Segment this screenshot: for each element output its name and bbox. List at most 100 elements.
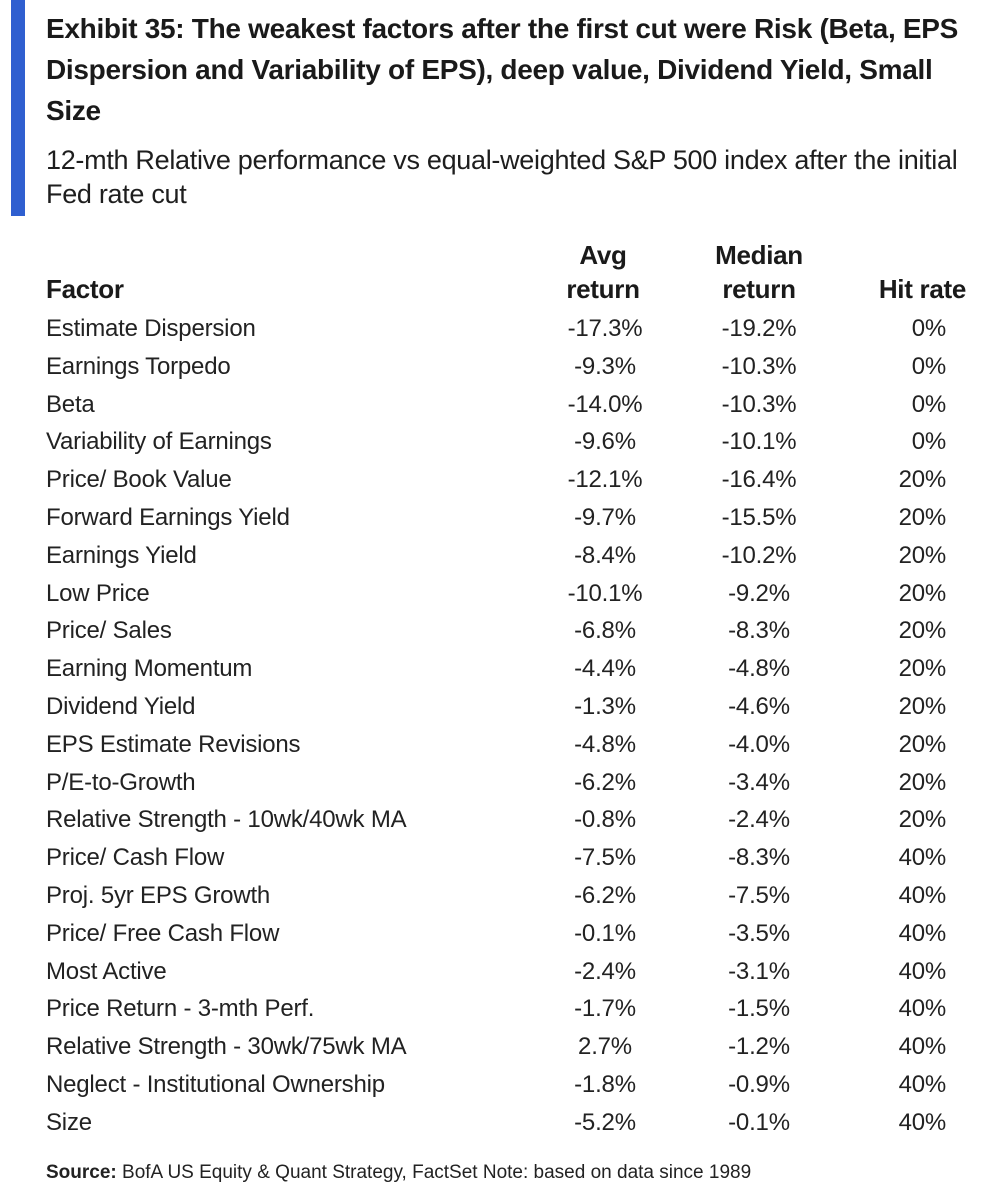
avg-return-value: -1.8% — [574, 1070, 636, 1098]
avg-return-value: -6.2% — [574, 881, 636, 909]
table-row: Beta -14.0% -10.3% 0% — [46, 386, 976, 424]
median-return-value: -10.2% — [721, 541, 797, 569]
median-return-value: -3.1% — [728, 957, 790, 985]
table-body: Estimate Dispersion -17.3% -19.2% 0% Earning… — [46, 310, 976, 1142]
header-factor: Factor — [46, 274, 124, 304]
factor-performance-table: Factor Avg return Median return Hit rate… — [46, 238, 976, 1142]
hit-rate-value: 20% — [898, 617, 947, 645]
avg-return-value: -0.8% — [574, 806, 636, 834]
factor-name: Forward Earnings Yield — [46, 503, 290, 531]
hit-rate-value: 20% — [898, 806, 947, 834]
hit-rate-value: 20% — [898, 503, 947, 531]
hit-rate-value: 20% — [898, 655, 947, 683]
exhibit-accent-bar — [11, 0, 25, 216]
table-row: Estimate Dispersion -17.3% -19.2% 0% — [46, 310, 976, 348]
hit-rate-value: 40% — [898, 995, 947, 1023]
avg-return-value: -9.3% — [574, 352, 636, 380]
avg-return-value: -1.7% — [574, 995, 636, 1023]
header-row: Factor Avg return Median return Hit rate — [46, 238, 976, 310]
median-return-value: -10.1% — [721, 428, 797, 456]
table-header: Factor Avg return Median return Hit rate — [46, 238, 976, 310]
hit-rate-value: 40% — [898, 1033, 947, 1061]
table-row: Relative Strength - 30wk/75wk MA 2.7% -1.2… — [46, 1028, 976, 1066]
source-label: Source: — [46, 1162, 117, 1183]
median-return-value: -4.8% — [728, 655, 790, 683]
hit-rate-value: 0% — [911, 315, 946, 342]
hit-rate-value: 20% — [898, 730, 947, 758]
hit-rate-value: 40% — [898, 1070, 947, 1098]
avg-return-value: -4.4% — [574, 655, 636, 683]
avg-return-value: -1.3% — [574, 692, 636, 720]
factor-name: Relative Strength - 10wk/40wk MA — [46, 806, 407, 834]
median-return-value: -19.2% — [721, 315, 797, 342]
table-row: EPS Estimate Revisions -4.8% -4.0% 20% — [46, 726, 976, 764]
table-row: Price/ Sales -6.8% -8.3% 20% — [46, 612, 976, 650]
median-return-value: -1.2% — [728, 1033, 790, 1061]
table-row: Price/ Free Cash Flow -0.1% -3.5% 40% — [46, 915, 976, 953]
median-return-value: -15.5% — [721, 503, 797, 531]
median-return-value: -16.4% — [721, 466, 797, 494]
header-median-return: Median return — [666, 238, 824, 310]
factor-name: Relative Strength - 30wk/75wk MA — [46, 1033, 407, 1061]
hit-rate-value: 40% — [898, 957, 947, 985]
factor-name: Beta — [46, 390, 95, 418]
median-return-value: -7.5% — [728, 881, 790, 909]
hit-rate-value: 20% — [898, 466, 947, 494]
avg-return-value: 2.7% — [578, 1033, 632, 1061]
header-median-line1: Median — [715, 240, 803, 270]
avg-return-value: -7.5% — [574, 844, 636, 872]
factor-name: Price/ Free Cash Flow — [46, 919, 280, 947]
table-row: Variability of Earnings -9.6% -10.1% 0% — [46, 423, 976, 461]
hit-rate-value: 40% — [898, 919, 947, 947]
header-avg-line2: return — [566, 274, 640, 304]
avg-return-value: -14.0% — [567, 390, 643, 418]
factor-name: Neglect - Institutional Ownership — [46, 1070, 385, 1098]
factor-name: Price/ Sales — [46, 617, 172, 645]
factor-name: Earning Momentum — [46, 655, 253, 683]
factor-name: Dividend Yield — [46, 692, 196, 720]
factor-name: Low Price — [46, 579, 150, 607]
hit-rate-value: 40% — [898, 844, 947, 872]
table-row: Price/ Cash Flow -7.5% -8.3% 40% — [46, 839, 976, 877]
table-row: Forward Earnings Yield -9.7% -15.5% 20% — [46, 499, 976, 537]
factor-name: Most Active — [46, 957, 167, 985]
exhibit-title: Exhibit 35: The weakest factors after th… — [46, 13, 959, 126]
avg-return-value: -8.4% — [574, 541, 636, 569]
table-row: Price Return - 3-mth Perf. -1.7% -1.5% 40% — [46, 990, 976, 1028]
avg-return-value: -0.1% — [574, 919, 636, 947]
avg-return-value: -5.2% — [574, 1108, 636, 1136]
table-row: Price/ Book Value -12.1% -16.4% 20% — [46, 461, 976, 499]
median-return-value: -4.6% — [728, 692, 790, 720]
avg-return-value: -6.2% — [574, 768, 636, 796]
avg-return-value: -9.7% — [574, 503, 636, 531]
median-return-value: -9.2% — [728, 579, 790, 607]
hit-rate-value: 20% — [898, 579, 947, 607]
hit-rate-value: 0% — [911, 352, 946, 380]
factor-name: Proj. 5yr EPS Growth — [46, 881, 271, 909]
avg-return-value: -6.8% — [574, 617, 636, 645]
table-row: Size -5.2% -0.1% 40% — [46, 1104, 976, 1142]
factor-name: Earnings Yield — [46, 541, 197, 569]
table-row: Earnings Yield -8.4% -10.2% 20% — [46, 537, 976, 575]
factor-name: Price/ Book Value — [46, 466, 232, 494]
hit-rate-value: 40% — [898, 1108, 947, 1136]
avg-return-value: -12.1% — [567, 466, 643, 494]
hit-rate-value: 0% — [911, 428, 946, 456]
median-return-value: -3.5% — [728, 919, 790, 947]
table-row: Relative Strength - 10wk/40wk MA -0.8% -2.… — [46, 801, 976, 839]
avg-return-value: -10.1% — [567, 579, 643, 607]
factor-name: EPS Estimate Revisions — [46, 730, 301, 758]
median-return-value: -8.3% — [728, 844, 790, 872]
avg-return-value: -4.8% — [574, 730, 636, 758]
median-return-value: -8.3% — [728, 617, 790, 645]
factor-name: Price Return - 3-mth Perf. — [46, 995, 315, 1023]
hit-rate-value: 40% — [898, 881, 947, 909]
median-return-value: -0.1% — [728, 1108, 790, 1136]
header-avg-return: Avg return — [516, 238, 666, 310]
factor-name: Estimate Dispersion — [46, 315, 256, 342]
median-return-value: -3.4% — [728, 768, 790, 796]
table-row: Earnings Torpedo -9.3% -10.3% 0% — [46, 348, 976, 386]
median-return-value: -10.3% — [721, 352, 797, 380]
source-note: Source: BofA US Equity & Quant Strategy,… — [46, 1160, 751, 1186]
hit-rate-value: 20% — [898, 768, 947, 796]
